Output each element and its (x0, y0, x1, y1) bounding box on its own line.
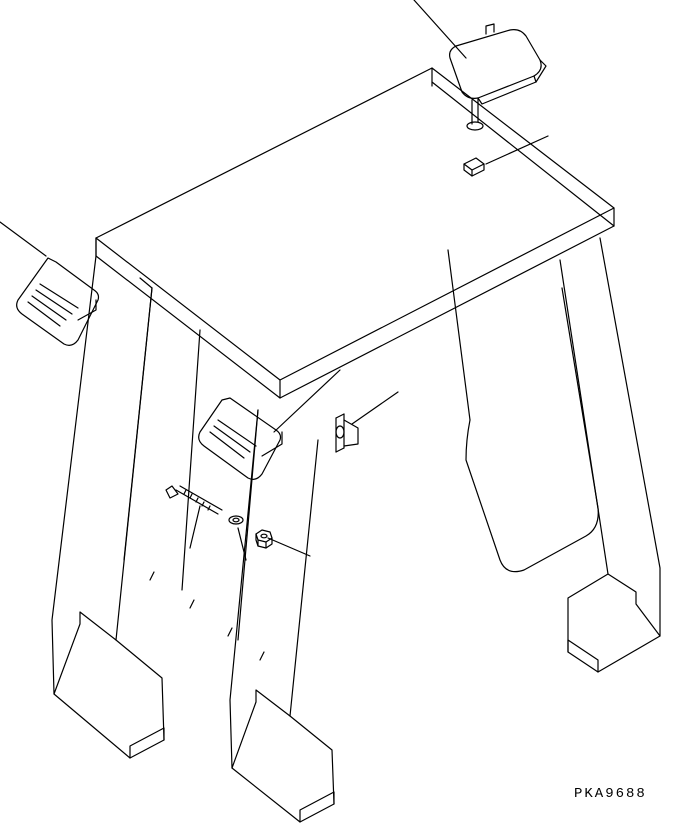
front-panel-ticks (150, 572, 264, 660)
hinge-bracket (336, 414, 358, 452)
roof-bolt (464, 158, 484, 176)
roof-edge-left (96, 238, 280, 398)
drawing-code: PKA9688 (574, 786, 647, 802)
door-opening-left-edge (124, 288, 152, 560)
window-right (466, 288, 598, 572)
leg-front-right-inner (232, 690, 290, 768)
cab-diagram (0, 0, 698, 830)
leg-front-left-inner (54, 612, 116, 694)
beacon-light (450, 24, 546, 130)
door-opening-right-edge (238, 410, 258, 640)
callout-leaders (0, 0, 548, 560)
leg-rear-right-outer (560, 238, 660, 672)
bolt-assembly (166, 486, 272, 548)
leg-rear-right-foot (568, 640, 598, 672)
mirror-interior (199, 398, 282, 479)
roof-top (96, 68, 614, 380)
leg-front-right-outer (230, 410, 334, 822)
